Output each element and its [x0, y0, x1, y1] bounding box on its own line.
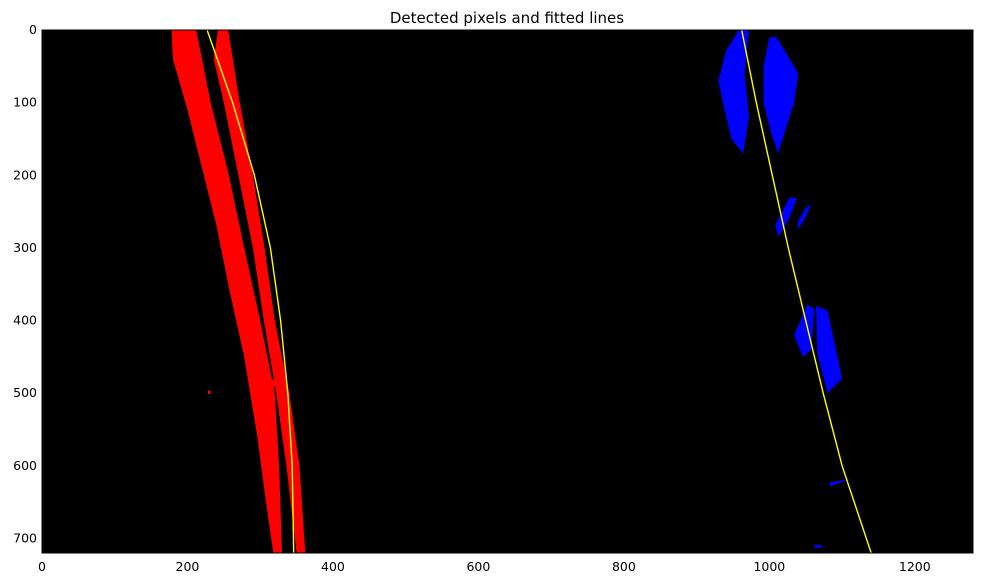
right-lane-pixels-1 — [763, 37, 799, 154]
y-tick-label: 400 — [13, 313, 37, 328]
right-lane-pixels-5 — [815, 306, 843, 394]
x-tick-label: 200 — [176, 559, 200, 574]
right-fitted-line — [741, 29, 872, 554]
x-axis: 0 200 400 600 800 1000 1200 — [38, 548, 931, 574]
left-lane-pixels-1 — [213, 30, 306, 553]
right-lane-pixels-4 — [794, 304, 815, 357]
plot-frame — [41, 29, 974, 554]
x-tick-label: 1000 — [753, 559, 785, 574]
y-tick-label: 100 — [13, 95, 37, 110]
chart-title: Detected pixels and fitted lines — [390, 9, 624, 27]
left-lane-pixels-3 — [207, 391, 211, 394]
x-tick-label: 600 — [466, 559, 490, 574]
y-tick-label: 500 — [13, 385, 37, 400]
y-tick-label: 300 — [13, 240, 37, 255]
fitted-lines-layer — [206, 29, 872, 554]
x-tick-label: 800 — [612, 559, 636, 574]
y-tick-label: 200 — [13, 167, 37, 182]
right-lane-pixels-3 — [797, 204, 812, 230]
left-fitted-line — [206, 29, 295, 554]
x-tick-label: 1200 — [899, 559, 931, 574]
right-lane-pixels-7 — [814, 545, 822, 548]
right-lane-pixels-6 — [829, 478, 851, 487]
series-layer — [171, 30, 851, 553]
plot-background — [42, 30, 973, 553]
right-lane-pixels-2 — [775, 197, 797, 237]
x-tick-label: 400 — [321, 559, 345, 574]
right-lane-pixels-0 — [718, 30, 749, 154]
y-tick-label: 700 — [13, 530, 37, 545]
x-tick-label: 0 — [38, 559, 46, 574]
y-axis: 0 100 200 300 400 500 600 700 — [13, 22, 47, 545]
y-tick-label: 0 — [29, 22, 37, 37]
left-lane-pixels-2 — [271, 378, 287, 397]
left-lane-pixels-0 — [171, 30, 282, 553]
y-tick-label: 600 — [13, 458, 37, 473]
